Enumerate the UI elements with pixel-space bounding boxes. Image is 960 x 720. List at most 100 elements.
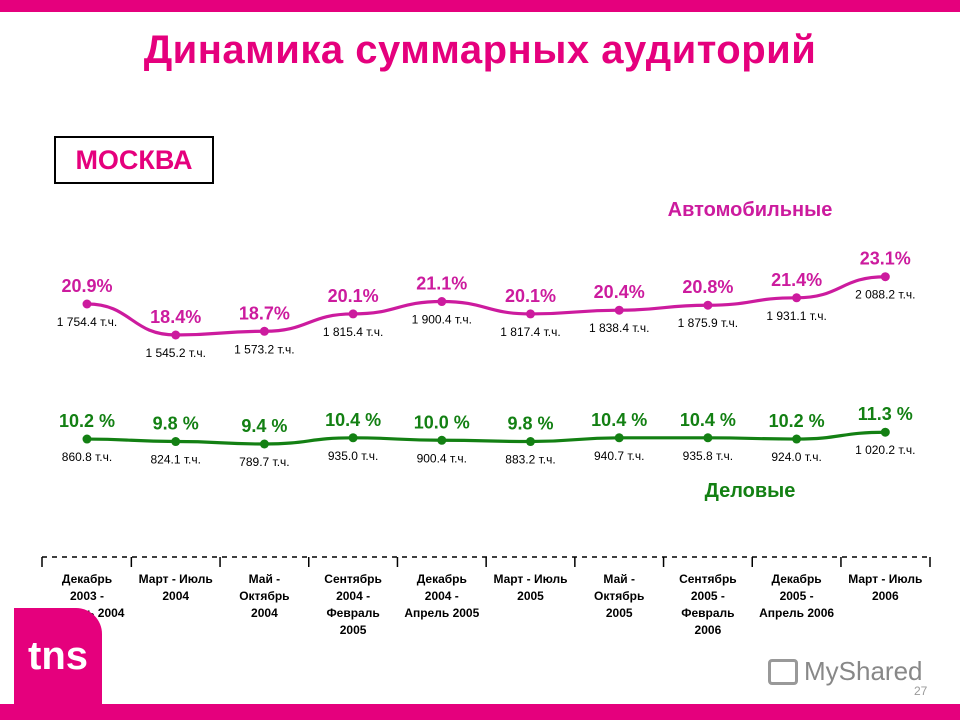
data-label-percent: 20.9%: [61, 276, 112, 296]
data-point: [348, 309, 358, 319]
data-label-percent: 10.2 %: [769, 411, 825, 431]
x-tick-label: Февраль: [681, 606, 734, 620]
city-label: МОСКВА: [54, 136, 214, 184]
data-label-audience: 824.1 т.ч.: [150, 453, 200, 467]
data-label-audience: 1 931.1 т.ч.: [766, 309, 826, 323]
data-label-audience: 940.7 т.ч.: [594, 449, 644, 463]
tns-logo: tns: [14, 608, 102, 704]
series-line-business: [86, 430, 886, 446]
data-point: [880, 427, 890, 437]
data-point: [82, 434, 92, 444]
x-tick-label: 2006: [872, 589, 899, 603]
data-label-audience: 1 900.4 т.ч.: [412, 313, 472, 327]
data-point: [437, 297, 447, 307]
x-tick-label: Октябрь: [239, 589, 289, 603]
data-point: [614, 305, 624, 315]
data-point: [792, 434, 802, 444]
data-label-percent: 20.1%: [505, 286, 556, 306]
x-tick-label: Май -: [603, 572, 635, 586]
x-tick-label: 2005 -: [780, 589, 814, 603]
x-tick-label: Май -: [249, 572, 281, 586]
data-label-audience: 1 815.4 т.ч.: [323, 325, 383, 339]
data-point: [259, 326, 269, 336]
data-label-percent: 20.4%: [594, 282, 645, 302]
x-tick-label: 2005: [517, 589, 544, 603]
series-line-auto: [86, 275, 886, 337]
x-tick-label: 2004: [251, 606, 278, 620]
data-label-percent: 21.4%: [771, 270, 822, 290]
data-point: [703, 300, 713, 310]
x-tick-label: Апрель 2006: [759, 606, 834, 620]
x-tick-label: 2003 -: [70, 589, 104, 603]
data-label-percent: 10.4 %: [325, 410, 381, 430]
series-label-business: Деловые: [705, 480, 796, 502]
data-label-audience: 935.8 т.ч.: [683, 449, 733, 463]
myshared-icon: [768, 658, 798, 685]
top-accent-bar: [0, 0, 960, 12]
data-label-percent: 10.0 %: [414, 412, 470, 432]
data-label-audience: 1 573.2 т.ч.: [234, 342, 294, 356]
data-label-audience: 900.4 т.ч.: [417, 451, 467, 465]
data-label-audience: 1 838.4 т.ч.: [589, 321, 649, 335]
data-point: [259, 439, 269, 449]
data-label-audience: 2 088.2 т.ч.: [855, 288, 915, 302]
data-label-percent: 23.1%: [860, 249, 911, 269]
x-tick-label: Декабрь: [772, 572, 822, 586]
x-tick-label: 2005: [606, 606, 633, 620]
data-point: [348, 433, 358, 443]
x-tick-label: 2005 -: [691, 589, 725, 603]
x-tick-label: 2004: [162, 589, 189, 603]
x-tick-label: Февраль: [326, 606, 379, 620]
data-label-audience: 1 875.9 т.ч.: [678, 316, 738, 330]
watermark-text: MyShared: [804, 656, 923, 686]
data-label-audience: 789.7 т.ч.: [239, 455, 289, 469]
x-tick-label: Октябрь: [594, 589, 644, 603]
x-tick-label: 2005: [340, 623, 367, 637]
data-point: [437, 435, 447, 445]
data-label-percent: 9.8 %: [507, 414, 553, 434]
data-point: [526, 437, 535, 447]
page-title: Динамика суммарных аудиторий: [143, 28, 817, 72]
bottom-accent-bar: [0, 704, 960, 720]
x-tick-label: 2004 -: [425, 589, 459, 603]
data-label-audience: 1 817.4 т.ч.: [500, 325, 560, 339]
data-label-percent: 11.3 %: [858, 404, 913, 424]
x-tick-label: Сентябрь: [324, 572, 382, 586]
data-point: [880, 272, 890, 282]
data-label-audience: 860.8 т.ч.: [62, 450, 112, 464]
data-point: [171, 330, 181, 340]
slide-number: 27: [914, 684, 928, 698]
data-label-percent: 9.8 %: [153, 414, 199, 434]
x-tick-label: 2004 -: [336, 589, 370, 603]
logo-text: tns: [28, 633, 88, 678]
data-label-audience: 1 545.2 т.ч.: [145, 346, 205, 360]
data-label-percent: 10.4 %: [680, 410, 736, 430]
data-label-audience: 1 754.4 т.ч.: [57, 315, 117, 329]
data-label-audience: 883.2 т.ч.: [505, 453, 555, 467]
data-point: [703, 433, 713, 443]
x-tick-label: Декабрь: [62, 572, 112, 586]
x-tick-label: Март - Июль: [848, 572, 922, 586]
data-label-percent: 10.2 %: [59, 411, 115, 431]
x-tick-label: 2006: [695, 623, 722, 637]
watermark: MyShared: [768, 656, 923, 687]
data-label-percent: 18.4%: [150, 307, 201, 327]
data-point: [82, 299, 92, 309]
data-label-percent: 21.1%: [416, 274, 467, 294]
x-tick-label: Декабрь: [417, 572, 467, 586]
x-tick-label: Апрель 2005: [404, 606, 479, 620]
data-point: [792, 293, 802, 303]
data-label-audience: 924.0 т.ч.: [771, 450, 821, 464]
data-label-audience: 935.0 т.ч.: [328, 449, 378, 463]
x-tick-label: Март - Июль: [493, 572, 567, 586]
data-point: [614, 433, 624, 443]
data-label-percent: 18.7%: [239, 303, 290, 323]
data-point: [171, 437, 181, 447]
x-tick-label: Март - Июль: [139, 572, 213, 586]
series-label-auto: Автомобильные: [668, 199, 833, 221]
data-label-percent: 20.8%: [682, 277, 733, 297]
data-label-percent: 9.4 %: [241, 416, 287, 436]
data-label-audience: 1 020.2 т.ч.: [855, 443, 915, 457]
x-tick-label: Сентябрь: [679, 572, 737, 586]
